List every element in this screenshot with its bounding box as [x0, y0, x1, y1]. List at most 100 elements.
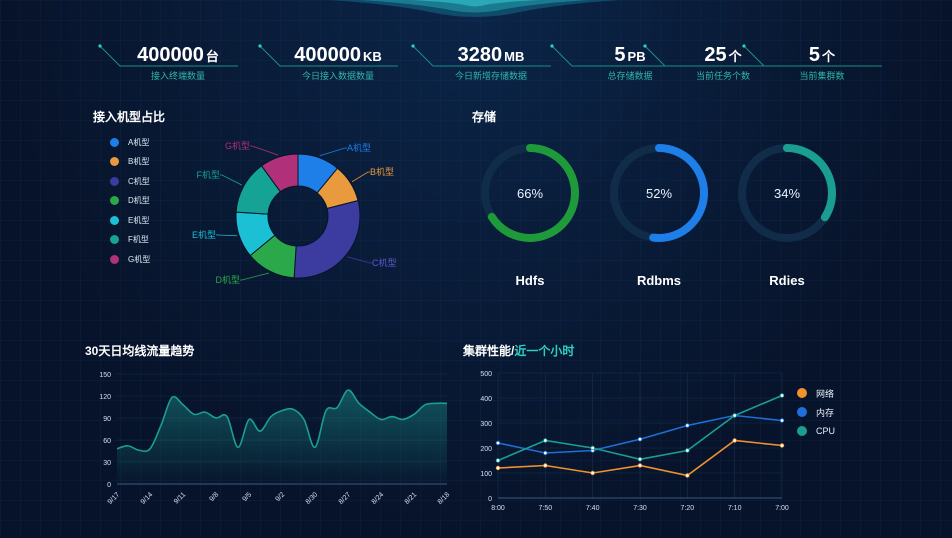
donut-label: G机型 — [225, 140, 250, 151]
donut-leader-line — [240, 272, 270, 281]
storage-gauges: 66% 52% 34% — [481, 144, 836, 242]
donut-slice-C机型 — [293, 199, 361, 279]
x-tick-label: 8/30 — [305, 491, 320, 505]
legend-dot-icon — [110, 157, 119, 166]
legend-label: 内存 — [816, 407, 835, 418]
stat-value: 5 PB — [560, 44, 700, 68]
x-tick-label: 8/21 — [404, 491, 419, 505]
donut-label: F机型 — [197, 169, 221, 180]
x-tick-label: 9/14 — [140, 491, 155, 505]
header-wave-decoration — [330, 0, 620, 17]
cluster-line-chart: 0 100 200 300 400 500 8:00 7:50 7:40 7:30 7:20 7:10… — [480, 371, 789, 512]
stat-underline-decoration — [258, 44, 398, 67]
legend-label: C机型 — [128, 176, 150, 186]
legend-dot-icon — [797, 388, 807, 398]
donut-leader-line — [250, 145, 279, 156]
stat-unit: 个 — [822, 49, 836, 64]
legend-label: CPU — [816, 426, 836, 436]
donut-label: D机型 — [216, 274, 241, 285]
stat-label: 接入终端数量 — [150, 71, 205, 81]
gauge-percent: 66% — [517, 186, 543, 201]
series-point — [637, 437, 643, 442]
legend-label: D机型 — [128, 196, 150, 205]
series-point — [685, 473, 690, 478]
legend-item-A机型: A机型 — [110, 136, 149, 148]
stat-underline — [99, 45, 238, 67]
stat-item: 3280 MB 今日新增存储数据 — [421, 44, 561, 81]
stat-label: 当前任务个数 — [695, 71, 750, 81]
series-point — [779, 393, 785, 398]
legend-dot-icon — [110, 215, 119, 225]
legend-dot-icon — [110, 176, 119, 186]
donut-label: B机型 — [370, 166, 394, 177]
legend-label: E机型 — [128, 215, 150, 225]
series-point — [685, 448, 690, 453]
stat-value: 400000 KB — [268, 44, 408, 68]
donut-leader-line — [351, 171, 370, 183]
legend-dot-icon — [797, 407, 807, 417]
x-tick-label: 8/18 — [437, 491, 452, 505]
stat-item: 25 个当前任务个数 — [653, 44, 793, 81]
gauge-label-Rdies: Rdies — [769, 273, 805, 288]
donut-label: E机型 — [192, 229, 216, 240]
legend-item-内存: 内存 — [797, 406, 834, 418]
donut-label: C机型 — [372, 257, 397, 268]
x-tick-label: 7:00 — [775, 505, 789, 512]
machine-donut-chart: A机型 B机型 C机型 D机型 E机型 F机型 G机型 — [192, 140, 397, 285]
legend-label: B机型 — [128, 157, 150, 166]
stat-unit: 个 — [728, 49, 742, 64]
x-tick-label: 9/5 — [241, 491, 253, 503]
gauge-label-Hdfs: Hdfs — [515, 273, 545, 288]
gauge-label-Rdbms: Rdbms — [636, 273, 682, 288]
stat-underline-decoration — [98, 44, 238, 67]
stat-label: 总存储数据 — [607, 71, 653, 81]
legend-label: 网络 — [816, 388, 835, 399]
gauge-arc-Hdfs — [481, 144, 579, 242]
series-point — [543, 450, 548, 456]
series-point — [543, 438, 548, 443]
x-tick-label: 9/11 — [173, 491, 187, 505]
stat-number: 400000 — [137, 44, 204, 66]
gauge-arc-Rdbms — [610, 144, 708, 242]
stat-underline — [743, 45, 882, 67]
gauge-percent: 52% — [646, 186, 672, 201]
stat-value: 400000 台 — [108, 44, 248, 68]
legend-label: A机型 — [128, 137, 150, 147]
series-point — [779, 418, 785, 423]
series-point — [495, 440, 501, 446]
stat-value: 3280 MB — [421, 44, 561, 68]
cluster-title-accent: 近一个小时 — [514, 344, 575, 358]
traffic-line — [116, 389, 448, 453]
y-tick-label: 500 — [480, 371, 492, 378]
traffic-trend-title: 30天日均线流量趋势 — [85, 344, 195, 358]
donut-leader-line — [220, 174, 243, 186]
series-point — [637, 463, 643, 468]
machine-share-title: 接入机型占比 — [93, 110, 166, 124]
stat-label: 今日新增存储数据 — [454, 71, 527, 81]
stat-number: 25 — [704, 44, 727, 66]
donut-leader-line — [347, 256, 372, 264]
donut-label: A机型 — [347, 142, 371, 153]
x-tick-label: 7:50 — [539, 505, 553, 512]
legend-item-F机型: F机型 — [110, 234, 149, 246]
stat-underline-decoration — [742, 44, 882, 67]
x-tick-label: 7:40 — [586, 505, 600, 512]
traffic-area-chart: 0 30 60 90 120 150 9/17 9/14 9/11 9/8 9/5 9/2 8/30 8/… — [99, 372, 452, 505]
y-tick-label: 150 — [99, 372, 111, 379]
series-point — [590, 445, 595, 451]
legend-item-网络: 网络 — [797, 387, 834, 399]
y-tick-label: 120 — [99, 394, 111, 401]
stat-underline-dot — [98, 44, 102, 48]
series-point — [637, 457, 643, 462]
x-tick-label: 8:00 — [491, 505, 505, 512]
stat-underline-dot — [742, 44, 746, 48]
legend-dot-icon — [110, 235, 119, 244]
stat-underline-dot — [258, 44, 262, 48]
legend-dot-icon — [797, 426, 807, 436]
stat-unit: KB — [362, 49, 382, 64]
stat-item: 400000 台接入终端数量 — [108, 44, 248, 81]
cluster-performance-title: 集群性能/近一个小时 — [463, 342, 574, 359]
x-tick-label: 7:30 — [633, 505, 647, 512]
series-point — [543, 463, 548, 468]
